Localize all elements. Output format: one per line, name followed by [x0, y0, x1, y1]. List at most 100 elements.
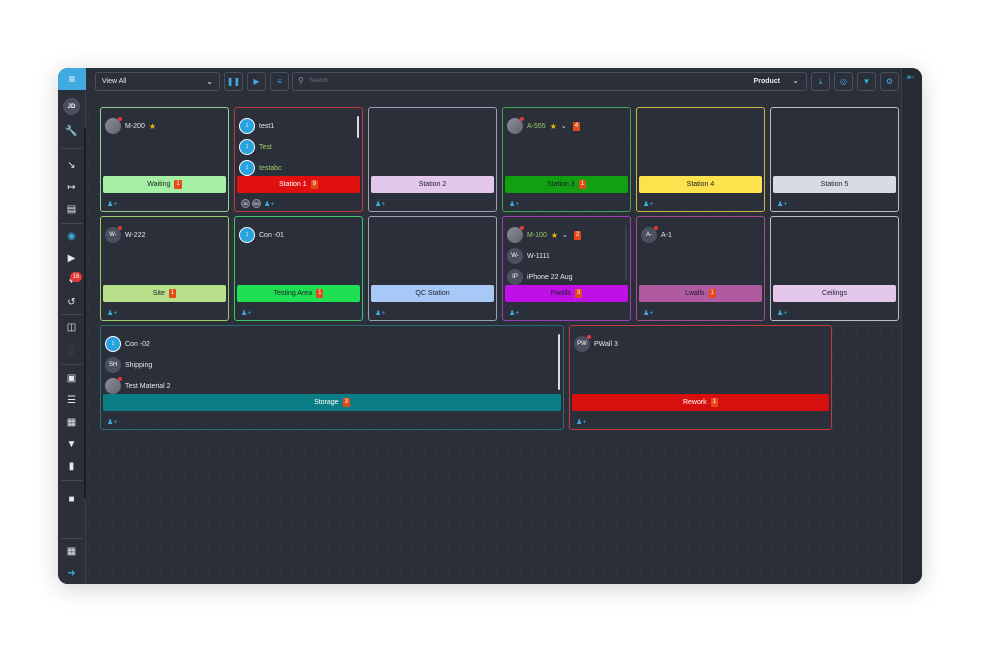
- station-card-station5[interactable]: Station 5 ♟+: [770, 107, 899, 212]
- station-bar[interactable]: QC Station: [371, 285, 494, 302]
- add-user-icon[interactable]: ♟+: [576, 419, 587, 426]
- add-user-icon[interactable]: ♟+: [509, 310, 520, 317]
- play-circle-icon[interactable]: ▶: [67, 252, 76, 264]
- toolbar: View All ⌄ ❚❚ ▶ ≡ ⚲ Search Product ⌄ ⤓ ◎…: [95, 72, 907, 92]
- list-item[interactable]: 1 Test: [239, 139, 272, 155]
- station-bar[interactable]: Station 2: [371, 176, 494, 193]
- add-user-icon[interactable]: ♟+: [375, 201, 386, 208]
- station-card-site[interactable]: W- W-222 Site 1 ♟+: [100, 216, 229, 321]
- grid-icon[interactable]: ▦: [66, 545, 77, 557]
- add-user-icon[interactable]: ♟+: [509, 201, 520, 208]
- truck-icon[interactable]: ▣: [66, 372, 77, 384]
- list-item[interactable]: PW PWall 3: [574, 335, 618, 352]
- download-button[interactable]: ⤓: [811, 72, 830, 91]
- search-input[interactable]: Search: [309, 78, 329, 84]
- list-item[interactable]: IP iPhone 22 Aug: [507, 269, 573, 285]
- arrow-right-icon[interactable]: ↦: [67, 181, 76, 193]
- add-user-icon[interactable]: ♟+: [777, 201, 788, 208]
- station-card-pwalls[interactable]: M-100 ★ ⌄ 2 W- W-1111 IP iPhone 22 Aug P…: [502, 216, 631, 321]
- add-user-icon[interactable]: ♟+: [107, 419, 118, 426]
- crosshair-icon: ◎: [840, 77, 847, 86]
- station-bar[interactable]: Pwalls 3: [505, 285, 628, 302]
- station-bar[interactable]: Ceilings: [773, 285, 896, 302]
- station-card-ceilings[interactable]: Ceilings ♟+: [770, 216, 899, 321]
- list-icon[interactable]: ☰: [67, 394, 76, 406]
- play-button[interactable]: ▶: [247, 72, 266, 91]
- add-user-icon[interactable]: ♟+: [777, 310, 788, 317]
- scrollbar[interactable]: [625, 225, 627, 281]
- add-user-icon[interactable]: ♟+: [643, 201, 654, 208]
- list-item[interactable]: A- A-1: [641, 226, 672, 243]
- station-bar[interactable]: Station 5: [773, 176, 896, 193]
- history-icon[interactable]: ↺: [67, 296, 76, 308]
- station-bar[interactable]: Site 1: [103, 285, 226, 302]
- list-item[interactable]: M-200 ★: [105, 117, 157, 134]
- station-card-testing-area[interactable]: 1 Con -01 Testing Area 1 ♟+: [234, 216, 363, 321]
- user-avatar[interactable]: JD: [63, 98, 80, 115]
- list-item[interactable]: M-100 ★ ⌄ 2: [507, 226, 582, 243]
- station-card-station4[interactable]: Station 4 ♟+: [636, 107, 765, 212]
- list-item[interactable]: 1 test1: [239, 118, 274, 134]
- station-label: Rework: [682, 399, 707, 406]
- star-icon[interactable]: ★: [148, 121, 157, 131]
- chevron-down-icon[interactable]: ⌄: [560, 123, 567, 130]
- station-card-station2[interactable]: Station 2 ♟+: [368, 107, 497, 212]
- station-card-waiting[interactable]: M-200 ★ Waiting 1 ♟+: [100, 107, 229, 212]
- sidebar-scrollbar[interactable]: [84, 128, 86, 498]
- station-card-storage[interactable]: 1 Con -02 SH Shipping Test Material 2 St…: [100, 325, 564, 430]
- wrench-icon[interactable]: 🔧: [65, 125, 78, 137]
- logout-icon[interactable]: ➜: [67, 567, 76, 579]
- add-user-icon[interactable]: ♟+: [107, 201, 118, 208]
- bar-chart-icon[interactable]: ░: [67, 345, 76, 357]
- settings-button[interactable]: ⚙: [880, 72, 899, 91]
- target-icon[interactable]: ◉: [67, 230, 76, 242]
- scrollbar[interactable]: [558, 334, 560, 390]
- pause-button[interactable]: ❚❚: [224, 72, 243, 91]
- list-item[interactable]: W- W-222: [105, 226, 146, 243]
- view-select[interactable]: View All ⌄: [95, 72, 220, 91]
- document-list-icon[interactable]: ▤: [66, 203, 77, 215]
- target-button[interactable]: ◎: [834, 72, 853, 91]
- chevron-down-icon[interactable]: ⌄: [562, 232, 568, 239]
- station-card-qc[interactable]: QC Station ♟+: [368, 216, 497, 321]
- app-logo-icon[interactable]: ≡: [58, 68, 86, 90]
- list-item[interactable]: A-555 ★ ⌄ 4: [507, 117, 581, 134]
- add-user-icon[interactable]: ♟+: [375, 310, 386, 317]
- product-select[interactable]: Product: [753, 78, 780, 85]
- cart-icon[interactable]: ▼: [66, 438, 77, 450]
- station-bar[interactable]: Rework 1: [572, 394, 829, 411]
- station-bar[interactable]: Station 4: [639, 176, 762, 193]
- file-icon[interactable]: ◫: [66, 321, 77, 333]
- add-user-icon[interactable]: ♟+: [264, 201, 275, 208]
- list-item[interactable]: 1 Con -01: [239, 227, 284, 243]
- station-bar[interactable]: Lwalls 1: [639, 285, 762, 302]
- sort-button[interactable]: ≡: [270, 72, 289, 91]
- station-card-rework[interactable]: PW PWall 3 Rework 1 ♟+: [569, 325, 832, 430]
- list-item[interactable]: Test Material 2: [105, 377, 171, 394]
- collapse-panel[interactable]: ⇤: [901, 68, 922, 584]
- boxes-icon[interactable]: ▦: [66, 416, 77, 428]
- calendar-icon[interactable]: ■: [68, 493, 75, 505]
- scrollbar[interactable]: [357, 116, 359, 138]
- star-icon[interactable]: ★: [550, 230, 559, 240]
- list-item[interactable]: 1 testabc: [239, 160, 282, 176]
- add-user-icon[interactable]: ♟+: [643, 310, 654, 317]
- stats-icon[interactable]: ▮: [68, 460, 75, 472]
- station-bar[interactable]: Testing Area 1: [237, 285, 360, 302]
- search-bar[interactable]: ⚲ Search Product ⌄: [292, 72, 807, 91]
- station-bar[interactable]: Storage 3: [103, 394, 561, 411]
- list-item[interactable]: W- W-1111: [507, 248, 550, 264]
- add-user-icon[interactable]: ♟+: [241, 310, 252, 317]
- station-card-lwalls[interactable]: A- A-1 Lwalls 1 ♟+: [636, 216, 765, 321]
- list-item[interactable]: SH Shipping: [105, 357, 152, 373]
- list-item[interactable]: 1 Con -02: [105, 336, 150, 352]
- add-user-icon[interactable]: ♟+: [107, 310, 118, 317]
- filter-button[interactable]: ▼: [857, 72, 876, 91]
- station-bar[interactable]: Waiting 1: [103, 176, 226, 193]
- chart-line-icon[interactable]: ↘: [67, 159, 76, 171]
- star-icon[interactable]: ★: [549, 121, 557, 131]
